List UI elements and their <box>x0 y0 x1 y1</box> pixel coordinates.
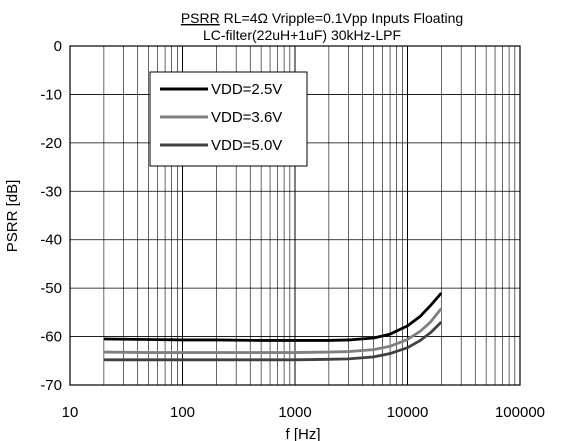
y-tick-label: -20 <box>40 135 62 152</box>
legend-label-2: VDD=3.6V <box>211 109 282 126</box>
series-line-1 <box>103 292 443 342</box>
chart-title-line-1: PSRR RL=4Ω Vripple=0.1Vpp Inputs Floatin… <box>181 10 463 26</box>
x-tick-label: 10 <box>62 404 79 421</box>
y-tick-label: -40 <box>40 232 62 249</box>
series-line-2 <box>103 307 443 354</box>
chart-title-line-2: LC-filter(22uH+1uF) 30kHz-LPF <box>203 27 401 43</box>
y-tick-label: -50 <box>40 280 62 297</box>
x-tick-label: 10000 <box>387 404 429 421</box>
plot-area-border <box>69 45 521 386</box>
y-tick-label: 0 <box>54 38 62 55</box>
y-tick-label: -10 <box>40 86 62 103</box>
x-tick-label: 100000 <box>495 404 545 421</box>
x-tick-label: 100 <box>170 404 195 421</box>
series-line-3 <box>103 321 443 362</box>
y-axis-label: PSRR [dB] <box>4 180 21 253</box>
y-tick-labels: 0 -10 -20 -30 -40 -50 -60 -70 <box>40 38 62 394</box>
legend-label-3: VDD=5.0V <box>211 137 282 154</box>
y-tick-label: -30 <box>40 183 62 200</box>
series-lines <box>103 292 443 362</box>
x-axis-label: f [Hz] <box>285 426 320 441</box>
x-tick-label: 1000 <box>278 404 311 421</box>
y-tick-label: -70 <box>40 377 62 394</box>
y-tick-label: -60 <box>40 329 62 346</box>
x-tick-labels: 10 100 1000 10000 100000 <box>62 404 545 421</box>
legend-label-1: VDD=2.5V <box>211 81 282 98</box>
legend: VDD=2.5V VDD=3.6V VDD=5.0V <box>149 71 308 167</box>
chart-title-rest: RL=4Ω Vripple=0.1Vpp Inputs Floating <box>220 10 463 26</box>
chart-title-underlined: PSRR <box>181 10 220 26</box>
